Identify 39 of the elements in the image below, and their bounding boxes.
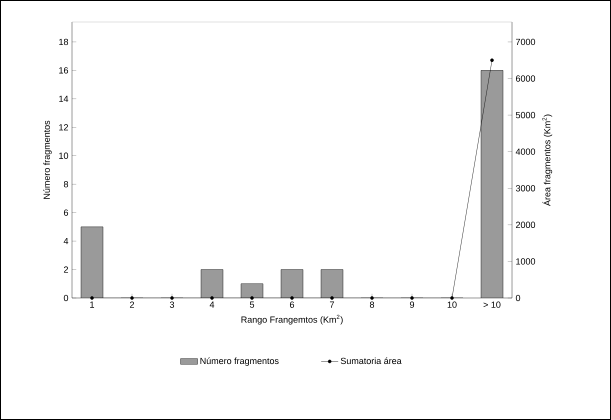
bar: [321, 270, 344, 298]
x-tick-label: 7: [330, 302, 334, 308]
y-tick-label: 12: [59, 124, 68, 130]
y2-tick-label: 2000: [516, 222, 536, 228]
x-tick-label: 3: [170, 302, 174, 308]
x-tick-label: 6: [290, 302, 294, 308]
y-tick-label: 10: [59, 152, 68, 159]
y2-tick-label: 7000: [516, 38, 536, 46]
y-tick-label: 18: [59, 38, 68, 46]
x-tick-label: 2: [130, 302, 134, 308]
y-axis-title: Número fragmentos: [43, 120, 52, 199]
x-tick-label: 4: [210, 302, 214, 308]
y-tick-label: 16: [59, 67, 68, 74]
bar: [281, 270, 304, 298]
x-axis-title: Rango Frangemtos (Km$^{2}$): [241, 314, 343, 325]
y-tick-label: 6: [64, 209, 68, 216]
legend-label: Sumatoria área: [340, 357, 402, 364]
y2-tick-label: 5000: [516, 112, 536, 118]
bar: [480, 70, 504, 298]
y2-tick-label: 0: [516, 294, 520, 302]
bar: [201, 270, 224, 298]
y2-tick-label: 4000: [516, 148, 536, 155]
bar: [81, 226, 103, 298]
y2-axis-title: Área fragmentos (Km$^{2}$): [542, 114, 552, 206]
y2-tick-label: 6000: [516, 75, 536, 82]
y-tick-label: 14: [59, 96, 68, 102]
x-tick-label: 8: [370, 302, 374, 308]
x-tick-label: 5: [250, 302, 254, 308]
y-tick-label: 8: [64, 181, 68, 188]
x-tick-label: > 10: [484, 302, 500, 308]
y-tick-label: 4: [64, 238, 68, 244]
legend-label: Número fragmentos: [200, 357, 279, 366]
x-tick-label: 1: [90, 302, 94, 308]
y-tick-label: 2: [64, 266, 68, 273]
x-tick-label: 9: [410, 302, 414, 308]
y2-tick-label: 1000: [516, 258, 536, 265]
y-tick-label: 0: [64, 294, 68, 302]
y2-tick-label: 3000: [516, 185, 536, 192]
x-tick-label: 10: [448, 302, 457, 308]
